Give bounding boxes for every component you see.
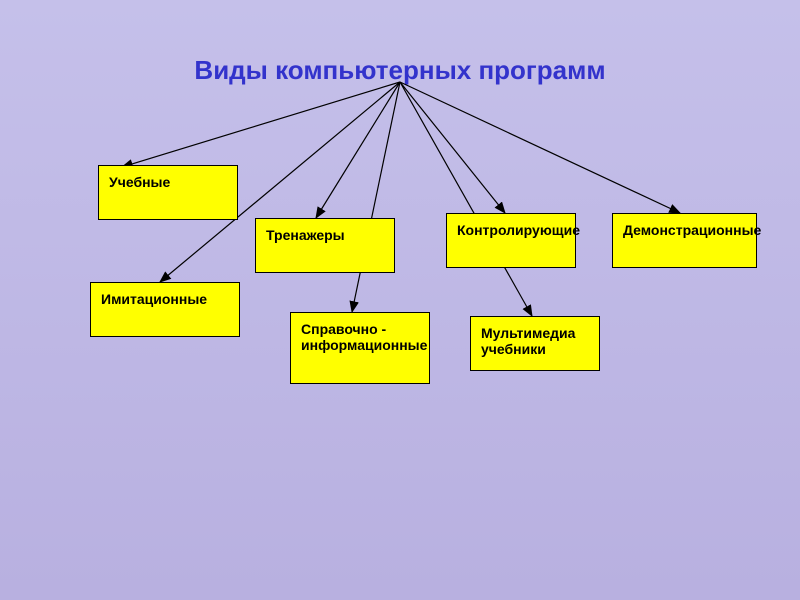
diagram-title: Виды компьютерных программ	[0, 55, 800, 86]
edge-4	[400, 82, 505, 213]
edge-3	[352, 82, 400, 312]
node-n2: Имитационные	[90, 282, 240, 337]
node-n6: Мультимедиа учебники	[470, 316, 600, 371]
node-n4: Справочно - информационные	[290, 312, 430, 384]
edge-5	[400, 82, 532, 316]
node-n3: Тренажеры	[255, 218, 395, 273]
edge-0	[122, 82, 400, 167]
edge-2	[316, 82, 400, 218]
node-n7: Демонстрационные	[612, 213, 757, 268]
node-n5: Контролирующие	[446, 213, 576, 268]
node-n1: Учебные	[98, 165, 238, 220]
edge-6	[400, 82, 680, 213]
